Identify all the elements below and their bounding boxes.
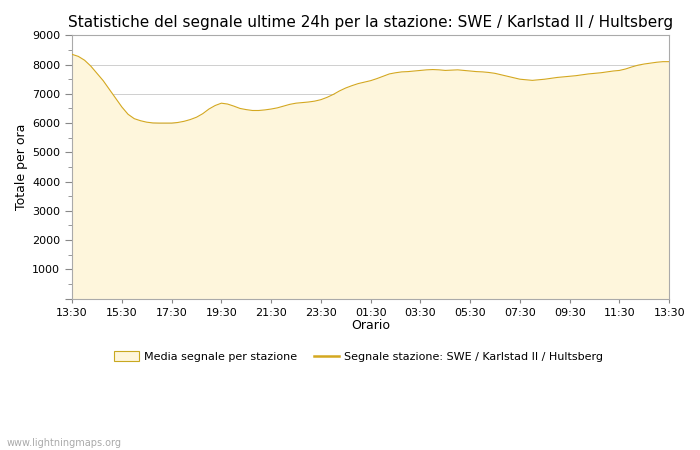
X-axis label: Orario: Orario <box>351 319 390 332</box>
Y-axis label: Totale per ora: Totale per ora <box>15 124 28 210</box>
Legend: Media segnale per stazione, Segnale stazione: SWE / Karlstad II / Hultsberg: Media segnale per stazione, Segnale staz… <box>110 347 608 367</box>
Title: Statistiche del segnale ultime 24h per la stazione: SWE / Karlstad II / Hultsber: Statistiche del segnale ultime 24h per l… <box>68 15 673 30</box>
Text: www.lightningmaps.org: www.lightningmaps.org <box>7 438 122 448</box>
